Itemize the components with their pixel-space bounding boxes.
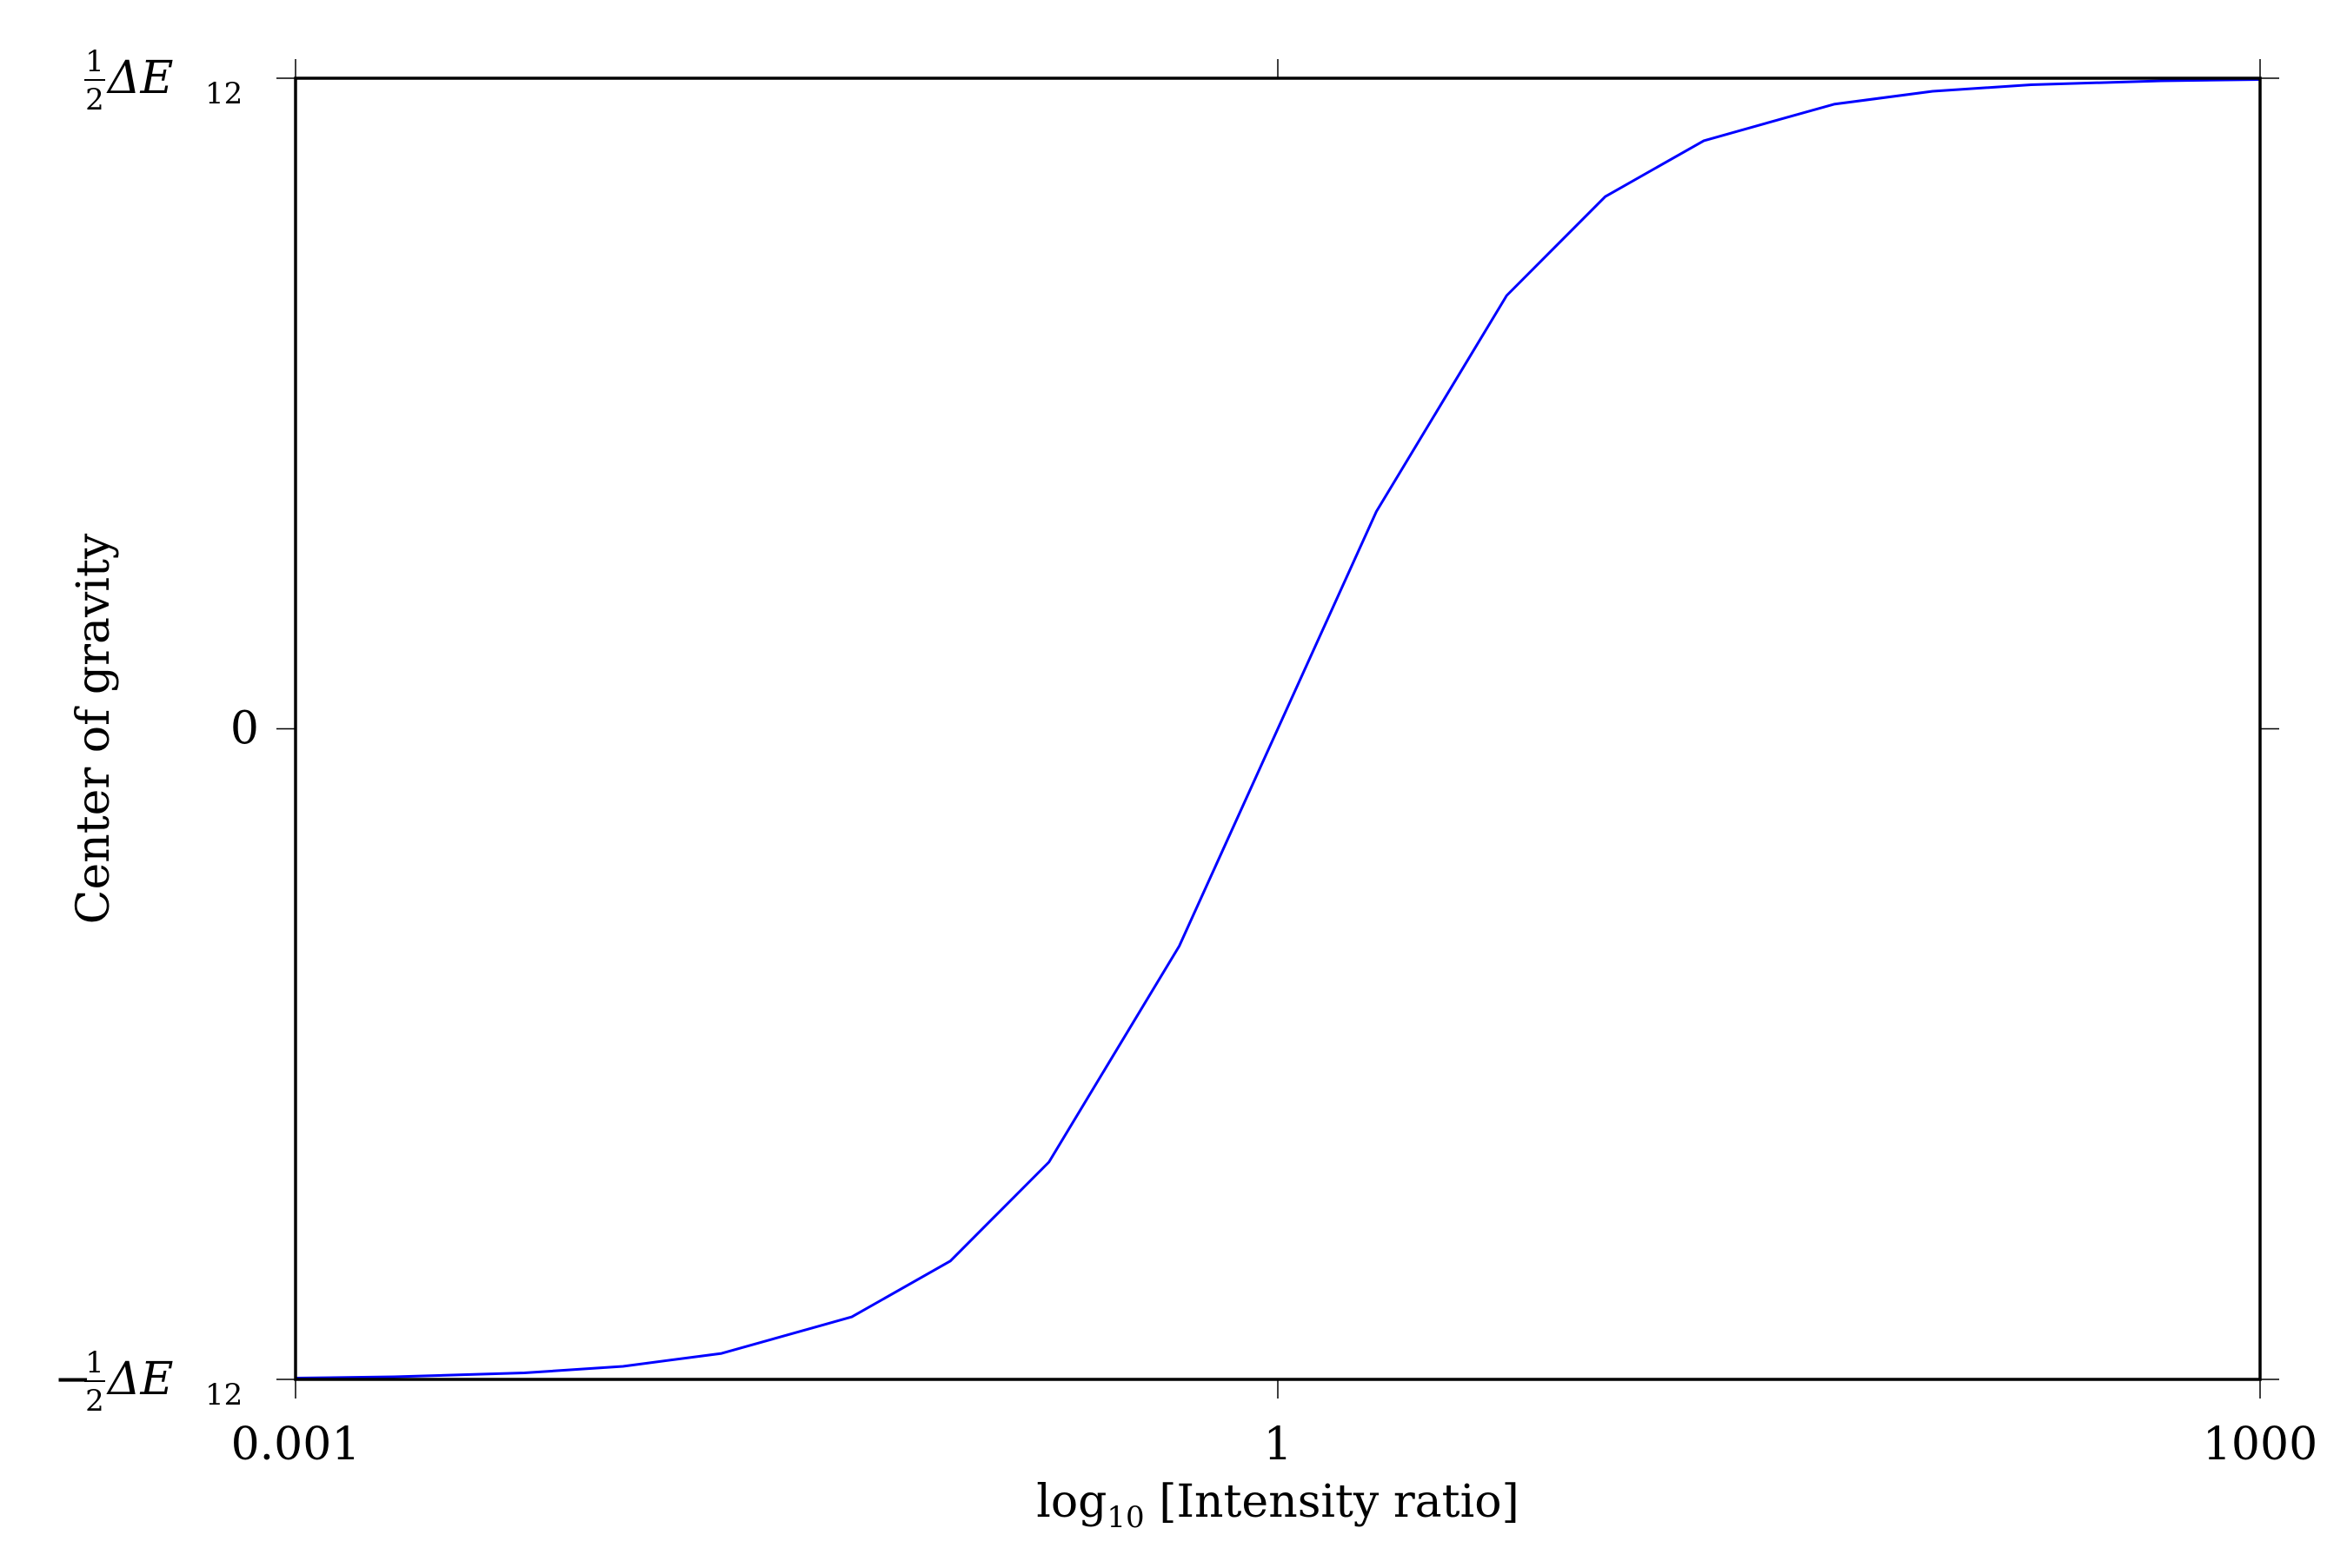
y-tick-label-frac-num: 1 — [85, 44, 104, 79]
x-axis-label: log10 [Intensity ratio] — [1036, 1476, 1519, 1535]
y-tick-label-frac-den: 2 — [85, 83, 104, 117]
y-tick-label-sign: − — [54, 1353, 92, 1405]
y-tick-label-sub: 12 — [205, 1378, 243, 1412]
y-tick-label-main: 0 — [230, 703, 259, 755]
y-tick-label: 0 — [230, 703, 259, 755]
y-axis-label: Center of gravity — [68, 533, 120, 924]
y-tick-label: 12 ΔE 12 — [84, 44, 243, 117]
series-line — [294, 78, 2262, 1379]
x-tick-label: 0.001 — [231, 1419, 361, 1471]
x-axis-label-main: log — [1036, 1476, 1107, 1528]
x-tick-label: 1000 — [2203, 1419, 2317, 1471]
y-tick-label-main: ΔE — [106, 1353, 174, 1405]
y-tick-label-frac-den: 2 — [85, 1384, 104, 1419]
y-tick-label-frac-num: 1 — [85, 1345, 104, 1380]
y-tick-label-main: ΔE — [106, 52, 174, 104]
y-tick-label-sub: 12 — [205, 76, 243, 111]
axes-layer — [276, 59, 2279, 1399]
x-axis-label-rest: [Intensity ratio] — [1145, 1476, 1519, 1528]
x-tick-label: 1 — [1263, 1419, 1292, 1471]
y-tick-label: −12 ΔE 12 — [54, 1345, 243, 1419]
plot-frame — [294, 76, 2262, 1381]
series-layer — [294, 78, 2262, 1379]
frame-layer — [294, 76, 2262, 1381]
x-axis-label-subscript: 10 — [1107, 1500, 1144, 1535]
